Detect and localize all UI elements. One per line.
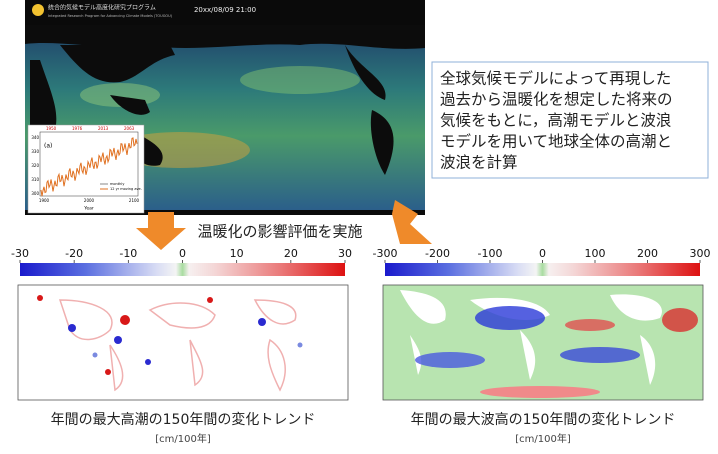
inset-y-tick: 340 xyxy=(31,135,39,140)
description-line: 全球気候モデルによって再現した xyxy=(440,69,671,88)
arrow xyxy=(136,212,186,250)
inset-marker: 2013 xyxy=(98,126,109,131)
colorbar-tick-label: -100 xyxy=(478,247,503,260)
colorbar-tick-label: -300 xyxy=(373,247,398,260)
inset-y-tick: 300 xyxy=(31,191,39,196)
inset-series xyxy=(40,137,138,197)
simulation-map: 統合的気候モデル高度化研究プログラム Integrated Research P… xyxy=(25,0,425,215)
inset-chart: (a) Year 1950 1976 2013 2063 300 310 320 330 340… xyxy=(27,124,145,214)
description-line: モデルを用いて地球全体の高潮と xyxy=(440,132,672,151)
description-line: 波浪を計算 xyxy=(440,153,518,172)
program-subtitle: Integrated Research Program for Advancin… xyxy=(48,14,173,18)
arrow xyxy=(392,200,432,244)
inset-y-tick: 330 xyxy=(31,149,39,154)
description-box xyxy=(431,61,709,179)
description-line: 気候をもとに，高潮モデルと波浪 xyxy=(440,111,671,130)
colorbar xyxy=(20,263,345,276)
colorbar-tick-label: 20 xyxy=(284,247,298,260)
inset-y-tick: 320 xyxy=(31,163,39,168)
program-title: 統合的気候モデル高度化研究プログラム xyxy=(48,4,156,12)
colorbar-tick-label: -30 xyxy=(11,247,29,260)
wave-map xyxy=(382,284,704,401)
arrow-label-box xyxy=(190,220,370,244)
inset-marker: 1950 xyxy=(46,126,57,131)
colorbar-tick-label: 200 xyxy=(637,247,658,260)
unit: [cm/100年] xyxy=(155,432,211,445)
colorbar-tick-label: 10 xyxy=(230,247,244,260)
caption: 年間の最大高潮の150年間の変化トレンド xyxy=(51,411,316,428)
unit: [cm/100年] xyxy=(515,432,571,445)
colorbar-tick-label: -20 xyxy=(65,247,83,260)
arrow-label: 温暖化の影響評価を実施 xyxy=(197,223,362,241)
colorbar-tick-label: 0 xyxy=(539,247,546,260)
inset-y-tick: 310 xyxy=(31,177,39,182)
inset-legend-label: monthly xyxy=(110,182,124,186)
inset-x-tick: 2100 xyxy=(129,198,140,203)
colorbar-tick-label: -200 xyxy=(425,247,450,260)
inset-x-tick: 2000 xyxy=(84,198,95,203)
colorbar xyxy=(385,263,700,276)
colorbar-tick-label: 100 xyxy=(585,247,606,260)
colorbar-tick-label: 0 xyxy=(179,247,186,260)
panels: -30 -20 -10 0 10 20 30年間の最大高潮の150年間の変化トレンド[cm/… xyxy=(11,247,710,445)
caption: 年間の最大波高の150年間の変化トレンド xyxy=(411,411,676,428)
description-line: 過去から温暖化を想定した将来の xyxy=(440,91,673,109)
colorbar-tick-label: 30 xyxy=(338,247,352,260)
inset-marker: 2063 xyxy=(124,126,135,131)
description: 全球気候モデルによって再現した過去から温暖化を想定した将来の気候をもとに，高潮モ… xyxy=(440,69,673,172)
timestamp: 20xx/08/09 21:00 xyxy=(194,6,256,14)
surge-map xyxy=(17,284,349,401)
colorbar-tick-label: 300 xyxy=(690,247,711,260)
inset-x-tick: 1900 xyxy=(39,198,50,203)
colorbar-tick-label: -10 xyxy=(119,247,137,260)
inset-marker: 1976 xyxy=(72,126,83,131)
inset-legend-label: 12 yr moving ave. xyxy=(110,187,142,191)
inset-panel-label: (a) xyxy=(44,143,52,150)
inset-x-label: Year xyxy=(83,206,94,212)
